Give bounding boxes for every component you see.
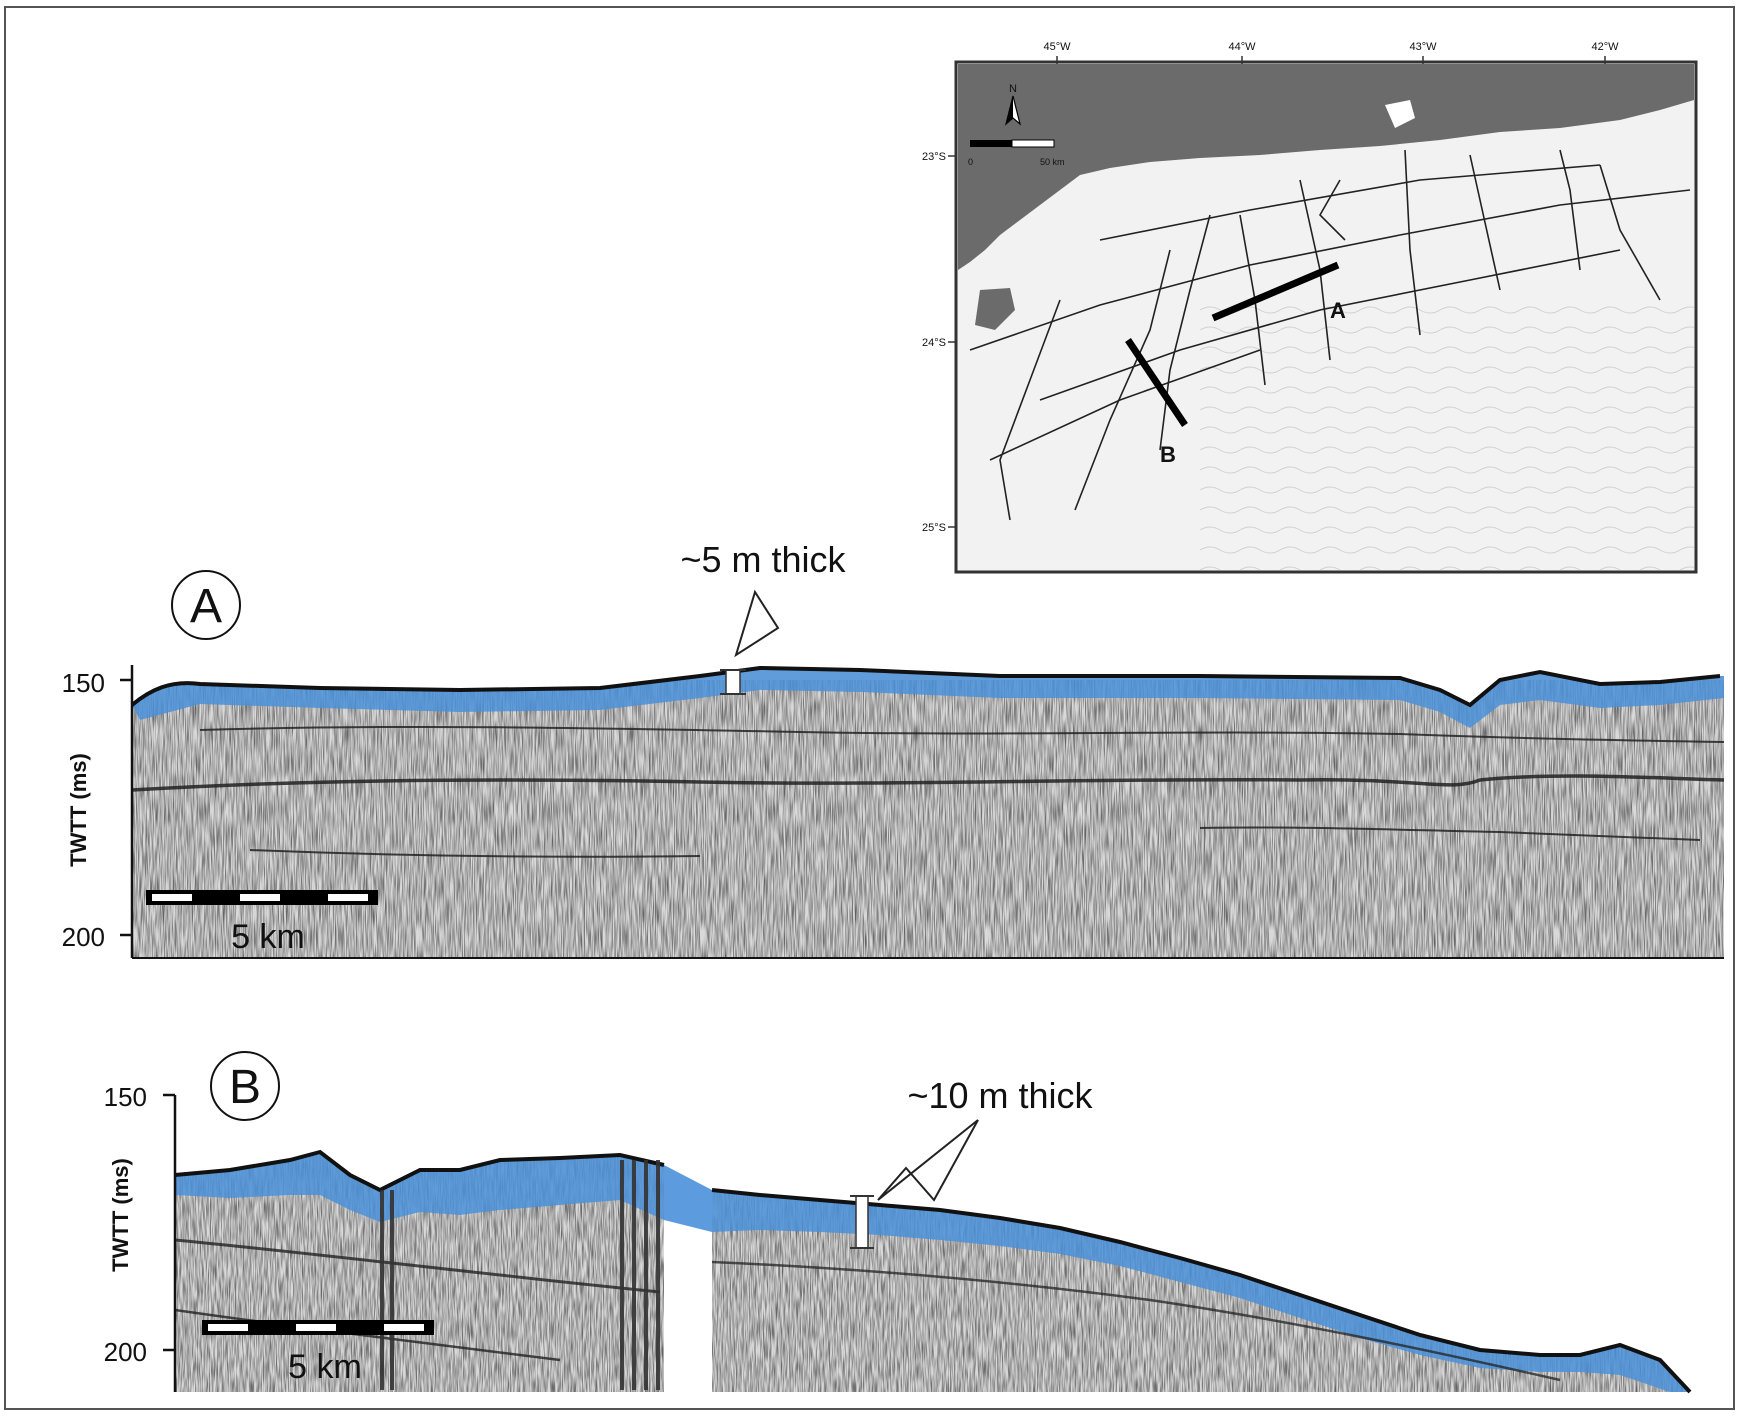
panel-a-annotation: ~5 m thick [680, 539, 846, 580]
seafloor-reflector-a [130, 665, 1721, 708]
bay-water [1385, 100, 1415, 128]
lon-label: 42°W [1591, 41, 1619, 53]
panel-a-ytick-200: 200 [62, 922, 105, 952]
panel-b-label: B [229, 1061, 261, 1114]
lat-label: 25°S [922, 522, 946, 534]
panel-b-ytick-200: 200 [104, 1337, 147, 1367]
annotation-arrow-icon [877, 1119, 979, 1202]
north-label: N [1009, 83, 1017, 95]
location-map: A B 45°W 44°W 43°W 42°W 23°S 24°S 25°S N [922, 41, 1698, 574]
profile-b-line [1125, 338, 1188, 427]
panel-a-scale-label: 5 km [231, 918, 305, 956]
thickness-marker-b [850, 1195, 874, 1249]
survey-lines [969, 149, 1691, 521]
thickness-marker-a [720, 669, 746, 695]
profile-b-map-label: B [1160, 442, 1176, 467]
map-scale-label-50: 50 km [1040, 157, 1065, 167]
coastline-land [958, 64, 1694, 270]
internal-reflectors-a [131, 725, 1725, 858]
map-scale-label-0: 0 [968, 157, 973, 167]
lon-label: 45°W [1043, 41, 1071, 53]
lat-label: 24°S [922, 337, 946, 349]
panel-b-scale-bar [202, 1320, 434, 1335]
panel-a-ytick-150: 150 [62, 668, 105, 698]
sediment-layer-a [132, 668, 1724, 728]
panel-b: B ~10 m thick [104, 1051, 1692, 1394]
bathymetry-contours [1200, 300, 1694, 570]
map-scale-bar [970, 139, 1055, 148]
panel-a-scale-bar [146, 890, 378, 905]
internal-reflectors-b-right [711, 1260, 1561, 1382]
panel-b-scale-label: 5 km [288, 1348, 362, 1386]
lon-label: 44°W [1228, 41, 1256, 53]
annotation-arrow-icon [734, 589, 780, 658]
north-arrow-icon [1004, 95, 1022, 126]
seismic-texture-a [132, 680, 1724, 958]
lat-label: 23°S [922, 151, 946, 163]
sediment-gap-wedge [664, 1165, 712, 1232]
lon-label: 43°W [1409, 41, 1437, 53]
island-land [975, 288, 1015, 330]
panel-b-y-axis-label: TWTT (ms) [108, 1158, 133, 1272]
panel-a: A ~5 m thick 150 200 TWTT [62, 539, 1725, 959]
seafloor-reflector-b-left [174, 1149, 665, 1193]
panel-a-badge [171, 570, 241, 640]
panel-a-label: A [190, 580, 222, 633]
vertical-artifacts-b [380, 1160, 660, 1390]
profile-a-map-label: A [1330, 298, 1346, 323]
seafloor-reflector-b-right [711, 1188, 1692, 1394]
panel-b-ytick-150: 150 [104, 1082, 147, 1112]
sediment-layer-b-left [175, 1152, 664, 1222]
panel-b-badge [210, 1051, 280, 1121]
panel-a-y-axis-label: TWTT (ms) [66, 753, 91, 867]
profile-a-line [1211, 261, 1340, 322]
panel-b-annotation: ~10 m thick [907, 1075, 1093, 1116]
